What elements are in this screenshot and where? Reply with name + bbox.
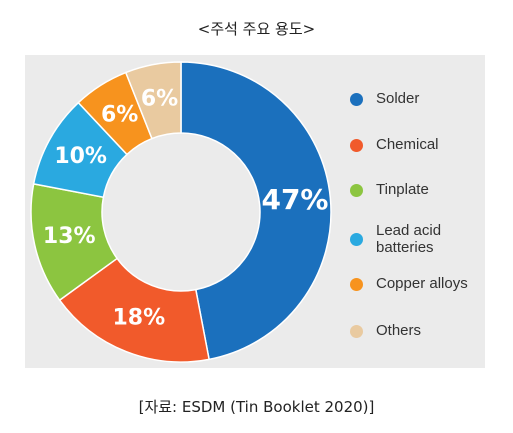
chart-title: <주석 주요 용도> [197,20,316,38]
legend-label: Lead acid batteries [376,222,442,256]
value-label: 6% [101,102,138,127]
donut-slice [180,61,332,361]
value-label: 47% [261,183,328,216]
legend-marker [350,233,363,246]
legend-marker [350,93,363,106]
legend-label: Copper alloys [376,275,468,292]
value-label: 18% [113,305,166,330]
legend-marker [350,325,363,338]
legend-marker [350,139,363,152]
legend-marker [350,278,363,291]
value-label: 10% [54,144,107,169]
legend-label: Solder [376,90,420,107]
legend-label: Chemical [376,136,439,153]
source-note: [자료: ESDM (Tin Booklet 2020)] [138,398,375,416]
value-label: 13% [43,224,96,249]
donut-slice [124,61,182,140]
value-label: 6% [141,87,178,112]
legend-marker [350,184,363,197]
legend-label: Tinplate [376,181,429,198]
legend-label: Others [376,322,422,339]
